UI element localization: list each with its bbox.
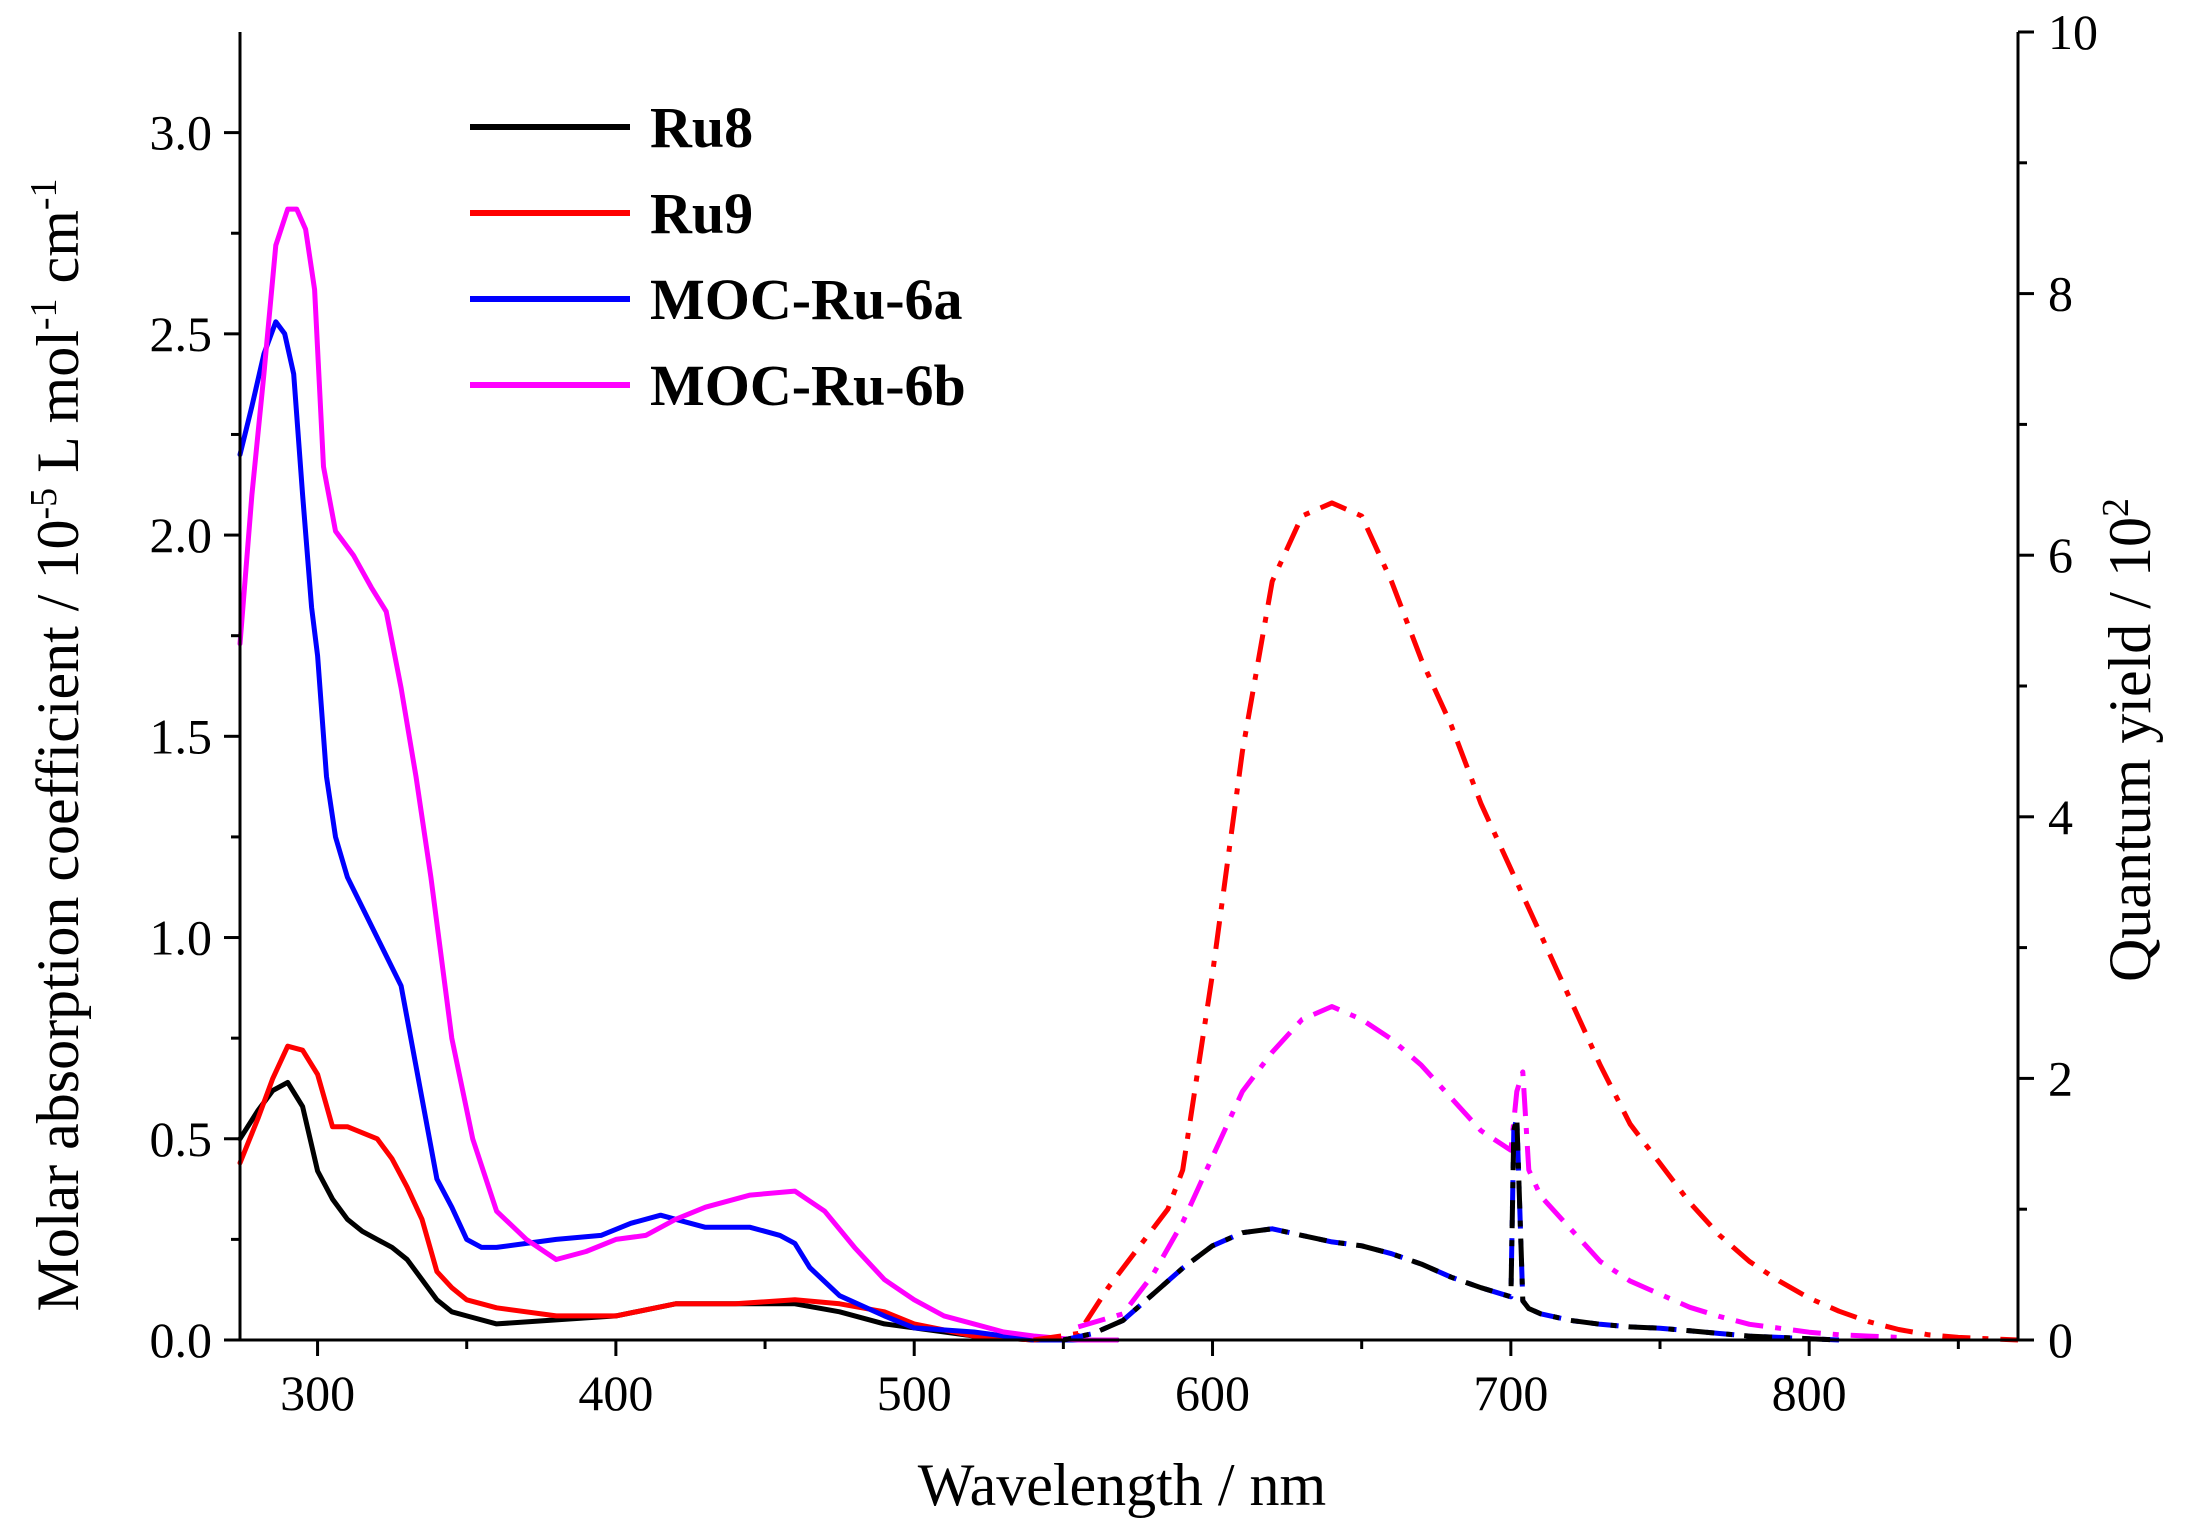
absorption-line-ru8: [237, 1079, 1120, 1343]
quantum-yield-line-1: [1077, 1004, 1899, 1340]
y-tick-label: 1.5: [150, 708, 213, 764]
legend: Ru8 Ru9 MOC-Ru-6a MOC-Ru-6b: [470, 95, 966, 418]
quantum-yield-line-3: [1062, 1115, 1840, 1343]
y2-tick-label: 4: [2048, 789, 2073, 845]
y-axis-title-sup3: -1: [23, 178, 65, 210]
y2-tick-label: 0: [2048, 1312, 2073, 1368]
y-axis-title: Molar absorption coefficient / 10-5 L mo…: [23, 178, 91, 1311]
axes-layer: 300 400 500 600 700 800 0.0 0.5 1.0 1.5 2.0 2.5 3.0 0…: [150, 4, 2099, 1421]
y2-tick-label: 8: [2048, 266, 2073, 322]
x-tick-label: 400: [578, 1365, 653, 1421]
absorption-line-moc-ru-6b: [237, 206, 1120, 1343]
legend-label: Ru9: [650, 181, 753, 246]
y2-axis-title-sup: 2: [2095, 498, 2137, 517]
y-axis-title-sup1: -5: [23, 488, 65, 520]
y2-axis-title-main: Quantum yield / 10: [2097, 517, 2163, 982]
y2-axis-title: Quantum yield / 102: [2095, 498, 2163, 982]
y-tick-label: 0.0: [150, 1312, 213, 1368]
y2-tick-label: 10: [2048, 4, 2098, 60]
x-axis-title: Wavelength / nm: [918, 1452, 1326, 1518]
y-tick-label: 3.0: [150, 105, 213, 161]
y-tick-label: 2.0: [150, 507, 213, 563]
y-tick-label: 2.5: [150, 306, 213, 362]
legend-label: Ru8: [650, 95, 753, 160]
y-tick-label: 1.0: [150, 910, 213, 966]
y-tick-label: 0.5: [150, 1111, 213, 1167]
quantum-yield-line-0: [1033, 500, 2019, 1343]
y-axis-title-end: cm: [25, 210, 91, 298]
legend-label: MOC-Ru-6a: [650, 267, 963, 332]
y-axis-title-mid: L mol: [25, 330, 91, 488]
y2-tick-label: 6: [2048, 527, 2073, 583]
x-tick-label: 800: [1772, 1365, 1847, 1421]
series-layer: [237, 206, 2019, 1343]
y2-tick-label: 2: [2048, 1050, 2073, 1106]
quantum-yield-line-2: [1062, 1115, 1840, 1343]
x-tick-label: 500: [877, 1365, 952, 1421]
x-tick-label: 700: [1473, 1365, 1548, 1421]
y-axis-title-sup2: -1: [23, 298, 65, 330]
y-axis-title-main: Molar absorption coefficient / 10: [25, 520, 91, 1312]
x-tick-label: 300: [280, 1365, 355, 1421]
x-tick-label: 600: [1175, 1365, 1250, 1421]
legend-label: MOC-Ru-6b: [650, 353, 966, 418]
absorption-line-moc-ru-6a: [237, 319, 1120, 1343]
absorption-line-ru9: [237, 1043, 1120, 1343]
